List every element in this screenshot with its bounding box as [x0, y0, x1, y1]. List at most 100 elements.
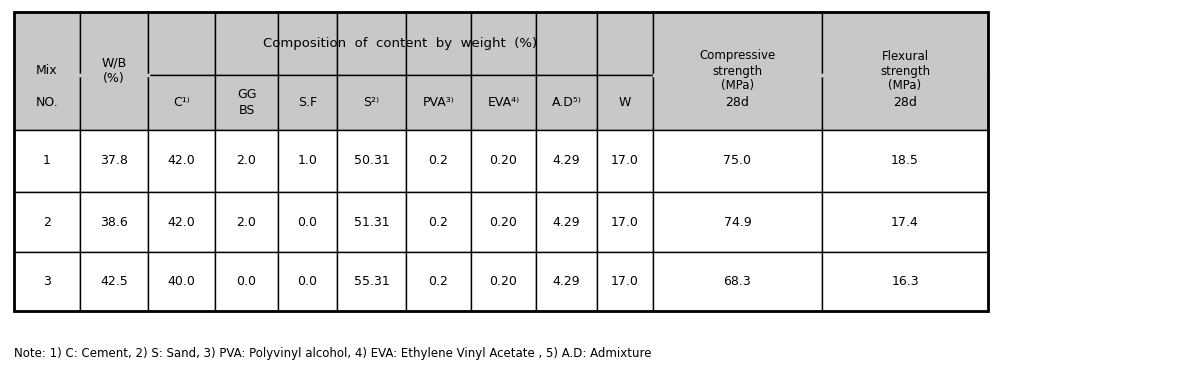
Bar [148, 130, 216, 192]
Bar [653, 12, 822, 75]
Bar [471, 130, 536, 192]
Text: 0.2: 0.2 [429, 216, 449, 229]
Text: GG
BS: GG BS [237, 88, 257, 116]
Bar [14, 252, 80, 311]
Text: W/B
(%): W/B (%) [101, 57, 126, 85]
Bar [536, 75, 597, 130]
Bar [337, 12, 406, 75]
Bar [822, 192, 988, 252]
Bar [216, 252, 278, 311]
Text: W: W [618, 96, 631, 109]
Bar [536, 192, 597, 252]
Text: S.F: S.F [298, 96, 317, 109]
Text: 42.0: 42.0 [167, 216, 196, 229]
Bar [337, 130, 406, 192]
Text: 2.0: 2.0 [237, 216, 257, 229]
Bar [822, 130, 988, 192]
Text: C¹⁾: C¹⁾ [173, 96, 190, 109]
Bar [406, 12, 471, 75]
Bar [80, 192, 148, 252]
Text: 68.3: 68.3 [723, 275, 752, 288]
Text: EVA⁴⁾: EVA⁴⁾ [488, 96, 519, 109]
Bar [148, 75, 216, 130]
Text: 50.31: 50.31 [353, 154, 390, 167]
Bar [471, 75, 536, 130]
Bar [80, 12, 148, 75]
Bar [148, 12, 216, 75]
Bar [216, 75, 278, 130]
Bar [14, 75, 80, 130]
Text: 17.0: 17.0 [611, 275, 638, 288]
Text: Composition  of  content  by  weight  (%): Composition of content by weight (%) [264, 37, 537, 50]
Bar [471, 252, 536, 311]
Bar [471, 192, 536, 252]
Text: 2.0: 2.0 [237, 154, 257, 167]
Bar [822, 12, 988, 75]
Bar [216, 192, 278, 252]
Text: PVA³⁾: PVA³⁾ [423, 96, 455, 109]
Bar [653, 192, 822, 252]
Bar [148, 252, 216, 311]
Bar [597, 130, 653, 192]
Text: 16.3: 16.3 [892, 275, 919, 288]
Bar [278, 252, 337, 311]
Text: 0.20: 0.20 [490, 154, 517, 167]
Text: 42.5: 42.5 [100, 275, 128, 288]
Bar [278, 12, 337, 75]
Bar [822, 75, 988, 130]
Bar [337, 192, 406, 252]
Bar [822, 252, 988, 311]
Bar [14, 12, 988, 311]
Bar [337, 75, 406, 130]
Text: 1.0: 1.0 [298, 154, 317, 167]
Bar [597, 252, 653, 311]
Text: 0.0: 0.0 [298, 275, 318, 288]
Text: 28d: 28d [893, 96, 916, 109]
Bar [14, 12, 80, 75]
Bar [148, 192, 216, 252]
Text: 38.6: 38.6 [100, 216, 128, 229]
Text: 51.31: 51.31 [353, 216, 389, 229]
Text: Note: 1) C: Cement, 2) S: Sand, 3) PVA: Polyvinyl alcohol, 4) EVA: Ethylene Viny: Note: 1) C: Cement, 2) S: Sand, 3) PVA: … [14, 347, 651, 360]
Bar [597, 12, 653, 75]
Bar [80, 252, 148, 311]
Bar [216, 130, 278, 192]
Bar [536, 12, 597, 75]
Text: 0.2: 0.2 [429, 275, 449, 288]
Bar [597, 75, 653, 130]
Bar [653, 252, 822, 311]
Text: 37.8: 37.8 [100, 154, 128, 167]
Bar [653, 130, 822, 192]
Text: 4.29: 4.29 [552, 154, 581, 167]
Bar [278, 192, 337, 252]
Bar [337, 252, 406, 311]
Text: 75.0: 75.0 [723, 154, 752, 167]
Text: 4.29: 4.29 [552, 275, 581, 288]
Text: 17.4: 17.4 [891, 216, 919, 229]
Bar [653, 75, 822, 130]
Text: 55.31: 55.31 [353, 275, 390, 288]
Text: 17.0: 17.0 [611, 216, 638, 229]
Bar [406, 192, 471, 252]
Text: 4.29: 4.29 [552, 216, 581, 229]
Text: 18.5: 18.5 [891, 154, 919, 167]
Text: NO.: NO. [35, 96, 59, 109]
Text: A.D⁵⁾: A.D⁵⁾ [551, 96, 582, 109]
Text: S²⁾: S²⁾ [364, 96, 379, 109]
Bar [278, 130, 337, 192]
Text: 0.0: 0.0 [298, 216, 318, 229]
Bar [597, 192, 653, 252]
Text: 42.0: 42.0 [167, 154, 196, 167]
Text: 1: 1 [44, 154, 51, 167]
Text: Flexural
strength
(MPa): Flexural strength (MPa) [880, 50, 931, 93]
Bar [536, 130, 597, 192]
Bar [406, 130, 471, 192]
Bar [406, 75, 471, 130]
Text: 2: 2 [44, 216, 51, 229]
Bar [216, 12, 278, 75]
Bar [406, 252, 471, 311]
Text: 74.9: 74.9 [723, 216, 752, 229]
Text: 0.0: 0.0 [237, 275, 257, 288]
Text: Mix: Mix [37, 65, 58, 78]
Text: 3: 3 [44, 275, 51, 288]
